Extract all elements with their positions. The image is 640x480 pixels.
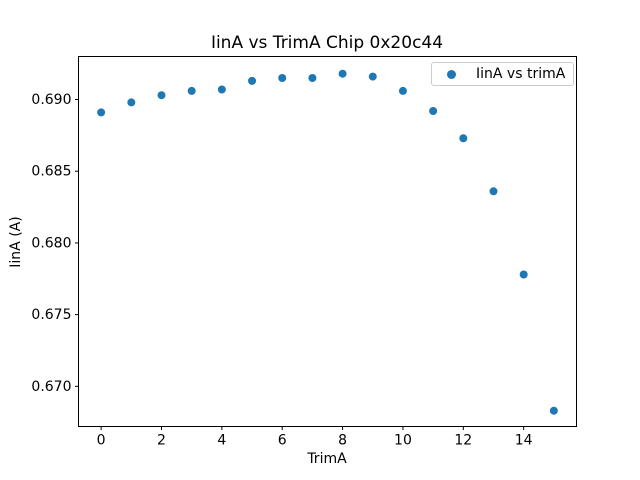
- y-tick-label: 0.680: [31, 235, 71, 251]
- data-point: [429, 106, 438, 115]
- data-point: [519, 270, 528, 279]
- x-tick-label: 6: [278, 433, 287, 449]
- y-tick-label: 0.670: [31, 379, 71, 395]
- x-tick-label: 2: [157, 433, 166, 449]
- data-point: [187, 86, 196, 95]
- data-point: [217, 85, 226, 94]
- x-tick-label: 14: [515, 433, 533, 449]
- y-tick-label: 0.690: [31, 92, 71, 108]
- data-point: [157, 91, 166, 100]
- legend: IinA vs trimA: [431, 62, 575, 86]
- legend-label: IinA vs trimA: [476, 66, 566, 82]
- x-tick-label: 10: [394, 433, 412, 449]
- axes-frame: [78, 56, 577, 427]
- y-tick-label: 0.675: [31, 307, 71, 323]
- x-tick-label: 0: [97, 433, 106, 449]
- x-tick-label: 12: [454, 433, 472, 449]
- legend-marker-icon: [447, 69, 456, 79]
- data-point: [278, 74, 287, 83]
- data-point: [489, 187, 498, 196]
- data-point: [248, 76, 257, 85]
- chart-title: IinA vs TrimA Chip 0x20c44: [210, 33, 444, 53]
- data-point: [97, 108, 106, 117]
- data-point: [308, 74, 317, 83]
- x-tick-label: 8: [338, 433, 347, 449]
- data-point: [127, 98, 136, 107]
- y-tick-label: 0.685: [31, 164, 71, 180]
- x-tick-label: 4: [217, 433, 226, 449]
- data-point: [398, 86, 407, 95]
- x-axis-label: TrimA: [307, 451, 347, 467]
- data-point: [549, 406, 558, 415]
- data-point: [368, 72, 377, 81]
- data-point: [459, 134, 468, 143]
- y-axis-label: IinA (A): [8, 216, 24, 268]
- data-point: [338, 69, 347, 78]
